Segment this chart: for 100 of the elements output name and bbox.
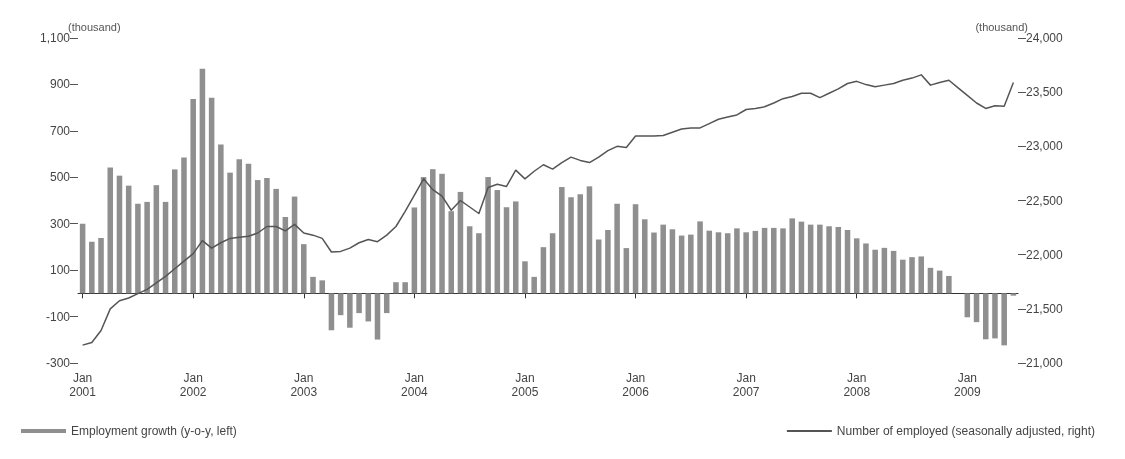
x-tick-label: Jan 2007 bbox=[732, 371, 760, 399]
bar bbox=[383, 293, 390, 314]
y2-tick-label: 23,000 bbox=[1026, 139, 1064, 154]
y2-tick-label: 24,000 bbox=[1026, 31, 1064, 45]
y-tick-label: 1,100 bbox=[39, 31, 71, 45]
bar bbox=[688, 234, 694, 294]
bar bbox=[817, 224, 823, 294]
bar bbox=[144, 201, 150, 294]
bar bbox=[319, 280, 325, 294]
bar bbox=[503, 207, 510, 294]
bar bbox=[466, 226, 473, 294]
bar bbox=[771, 227, 777, 294]
x-tick-label: Jan 2005 bbox=[511, 371, 539, 399]
bar bbox=[780, 228, 786, 294]
y-tick-label: 300 bbox=[49, 216, 71, 231]
y-tick-label: 500 bbox=[49, 170, 71, 185]
bar bbox=[651, 232, 657, 294]
bar bbox=[605, 229, 611, 294]
bar bbox=[568, 197, 574, 294]
legend-label: Employment growth (y-o-y, left) bbox=[71, 424, 237, 438]
bar bbox=[752, 230, 759, 294]
y-tick-label: 900 bbox=[49, 77, 71, 92]
bar bbox=[982, 293, 989, 340]
x-tick-label: Jan 2004 bbox=[401, 371, 429, 399]
bar bbox=[918, 256, 924, 294]
bar bbox=[549, 233, 556, 294]
y-axis-title: (thousand) bbox=[68, 20, 121, 33]
bar bbox=[761, 227, 768, 294]
bar bbox=[448, 211, 454, 294]
bar bbox=[522, 261, 528, 294]
bar bbox=[909, 257, 915, 294]
legend-label: Number of employed (seasonally adjusted, right) bbox=[836, 424, 1096, 438]
x-tick-label: Jan 2006 bbox=[622, 371, 650, 399]
bar bbox=[227, 172, 233, 294]
bar bbox=[190, 99, 196, 294]
bar bbox=[669, 229, 676, 294]
bar bbox=[559, 187, 565, 294]
bar bbox=[439, 173, 445, 294]
bar bbox=[992, 293, 998, 339]
bar bbox=[595, 239, 602, 294]
line-series bbox=[81, 74, 1015, 346]
bar bbox=[660, 224, 666, 294]
bar bbox=[98, 238, 104, 294]
y-tick-label: -100 bbox=[45, 309, 71, 324]
bar bbox=[1010, 293, 1017, 296]
x-tick-label: Jan 2008 bbox=[843, 371, 871, 399]
bar bbox=[512, 201, 519, 294]
bar bbox=[485, 177, 491, 294]
bar bbox=[347, 293, 353, 328]
bar bbox=[724, 233, 731, 294]
y-tick-label: 700 bbox=[49, 123, 71, 138]
bar bbox=[946, 275, 952, 294]
bar bbox=[844, 229, 851, 294]
y2-tick-label: 23,500 bbox=[1026, 85, 1064, 100]
bar bbox=[743, 232, 749, 294]
bar bbox=[1001, 293, 1007, 346]
bar bbox=[356, 293, 362, 314]
bar bbox=[374, 293, 381, 340]
bar bbox=[835, 226, 842, 294]
bar bbox=[494, 190, 501, 294]
bar bbox=[365, 293, 372, 322]
bar bbox=[125, 185, 132, 294]
bar bbox=[402, 282, 408, 294]
bar bbox=[632, 204, 639, 294]
bar bbox=[135, 203, 141, 294]
bar bbox=[328, 293, 335, 331]
y2-axis-title: (thousand) bbox=[975, 20, 1028, 33]
bar bbox=[411, 207, 418, 294]
bar bbox=[853, 238, 860, 294]
bar bbox=[79, 223, 86, 294]
bar bbox=[826, 226, 832, 294]
bar bbox=[310, 276, 316, 294]
y2-tick-label: 22,500 bbox=[1026, 193, 1064, 208]
x-tick-label: Jan 2009 bbox=[953, 371, 981, 399]
bar bbox=[89, 241, 95, 294]
bar bbox=[540, 247, 547, 294]
x-tick-label: Jan 2001 bbox=[69, 371, 97, 399]
bar bbox=[734, 228, 740, 294]
bar bbox=[393, 282, 399, 294]
bar bbox=[172, 169, 178, 294]
y-tick-label: 100 bbox=[49, 263, 71, 278]
bar bbox=[531, 276, 537, 294]
bar bbox=[973, 293, 980, 323]
bar bbox=[900, 259, 906, 294]
bar bbox=[476, 233, 482, 294]
y2-tick-label: 21,500 bbox=[1026, 301, 1064, 316]
bar bbox=[107, 167, 114, 294]
bar bbox=[577, 194, 584, 294]
bar bbox=[614, 203, 620, 294]
bar bbox=[181, 157, 187, 294]
bar bbox=[273, 188, 279, 294]
bar bbox=[586, 186, 593, 294]
y-tick-label: -300 bbox=[45, 356, 71, 370]
y2-tick-label: 21,000 bbox=[1026, 356, 1064, 370]
bar bbox=[697, 221, 703, 294]
bar bbox=[623, 248, 630, 294]
bar bbox=[301, 244, 307, 294]
bar bbox=[116, 175, 123, 294]
bar bbox=[863, 243, 869, 294]
bar bbox=[789, 218, 795, 294]
